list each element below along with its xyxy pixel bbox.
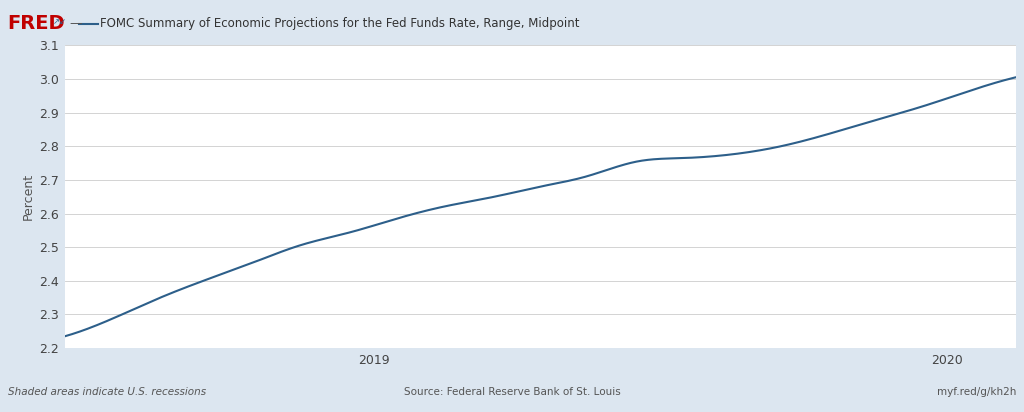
Text: —: — bbox=[70, 17, 82, 30]
Text: myf.red/g/kh2h: myf.red/g/kh2h bbox=[937, 386, 1017, 397]
Y-axis label: Percent: Percent bbox=[22, 173, 35, 220]
Text: FOMC Summary of Economic Projections for the Fed Funds Rate, Range, Midpoint: FOMC Summary of Economic Projections for… bbox=[100, 17, 580, 30]
Text: Source: Federal Reserve Bank of St. Louis: Source: Federal Reserve Bank of St. Loui… bbox=[403, 386, 621, 397]
Text: ↗↙: ↗↙ bbox=[53, 17, 68, 26]
Text: Shaded areas indicate U.S. recessions: Shaded areas indicate U.S. recessions bbox=[8, 386, 206, 397]
Text: FRED: FRED bbox=[7, 14, 65, 33]
